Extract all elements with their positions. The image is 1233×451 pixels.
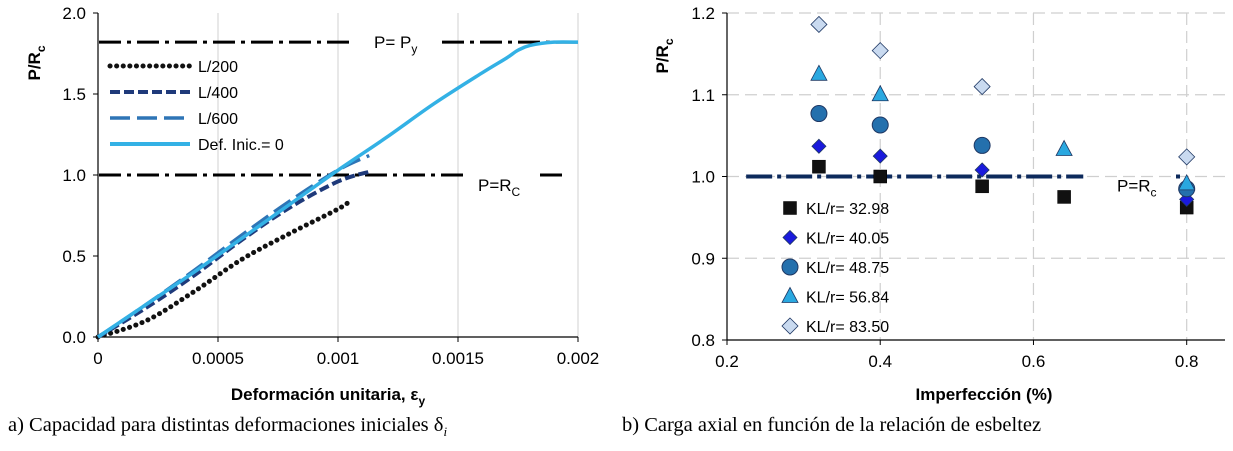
legend-label: L/600 (198, 111, 238, 128)
figure-canvas: 0 0.0005 0.001 0.0015 0.002 0.0 0.5 1.0 1.5 2.0 P=… (25, 4, 1225, 408)
y-axis-title: P/Rc (25, 45, 48, 80)
x-tick-label: 0.4 (868, 352, 892, 371)
data-point-square (975, 179, 989, 194)
x-tick-label: 0.2 (715, 352, 739, 371)
x-tick-label: 0.002 (557, 349, 600, 368)
x-axis-title: Imperfección (%) (916, 385, 1053, 404)
data-point-diamond (1178, 148, 1196, 166)
data-point-diamond (872, 148, 888, 164)
chart-a: 0 0.0005 0.001 0.0015 0.002 0.0 0.5 1.0 1.5 2.0 P=… (25, 4, 599, 408)
legend-marker (781, 286, 799, 303)
data-point-circle (871, 116, 889, 134)
legend-marker (781, 317, 799, 335)
legend-marker (783, 201, 797, 215)
legend-label: KL/r= 56.84 (806, 290, 889, 307)
series-line-l-200 (95, 198, 353, 340)
ref-label-py: P= Py (374, 33, 417, 56)
data-point-triangle (1178, 174, 1196, 191)
series-line-l-400 (96, 169, 370, 339)
y-tick-label: 2.0 (62, 4, 86, 23)
y-tick-label: 1.2 (691, 4, 715, 23)
ref-label-rc: P=Rc (1117, 177, 1157, 200)
y-tick-label: 1.1 (691, 86, 715, 105)
y-tick-label: 0.8 (691, 331, 715, 350)
legend-label: L/400 (198, 85, 238, 102)
data-point-square (1057, 190, 1071, 204)
y-tick-label: 0.5 (62, 247, 86, 266)
legend-label: KL/r= 40.05 (806, 231, 889, 248)
data-point-circle (810, 105, 828, 123)
data-point-square (873, 169, 887, 184)
x-tick-label: 0.6 (1022, 352, 1046, 371)
y-tick-label: 0.9 (691, 249, 715, 268)
x-tick-label: 0 (93, 349, 102, 368)
series-line-def-inic-0 (97, 40, 579, 339)
ref-label-rc: P=RC (478, 176, 521, 199)
data-point-diamond (974, 162, 990, 178)
legend-marker (782, 229, 798, 246)
legend-label: KL/r= 83.50 (806, 319, 889, 336)
legend-label: KL/r= 32.98 (806, 201, 889, 218)
data-point-diamond (811, 138, 827, 154)
data-point-square (812, 159, 826, 174)
x-tick-label: 0.0015 (432, 349, 484, 368)
data-point-circle (973, 136, 991, 154)
data-point-diamond (973, 78, 991, 96)
x-tick-label: 0.8 (1175, 352, 1199, 371)
data-point-diamond (871, 42, 889, 60)
legend-marker (781, 258, 799, 276)
y-axis-title: P/Rc (653, 38, 676, 73)
legend-label: L/200 (198, 59, 238, 76)
data-point-triangle (810, 64, 828, 81)
x-axis-title: Deformación unitaria, εy (231, 385, 426, 408)
data-point-triangle (871, 84, 889, 102)
x-tick-label: 0.001 (317, 349, 360, 368)
data-point-diamond (810, 15, 828, 34)
legend-label: Def. Inic.= 0 (198, 137, 284, 154)
y-tick-label: 0.0 (62, 328, 86, 347)
caption-a: a) Capacidad para distintas deformacione… (8, 414, 448, 440)
y-tick-label: 1.0 (62, 166, 86, 185)
y-tick-label: 1.0 (691, 168, 715, 187)
chart-b: 0.2 0.4 0.6 0.8 0.8 0.9 1.0 1.1 1.2 P=Rc KL/r= 32.… (653, 4, 1225, 404)
x-tick-label: 0.0005 (192, 349, 244, 368)
y-tick-label: 1.5 (62, 85, 86, 104)
caption-b: b) Carga axial en función de la relación… (622, 414, 1042, 436)
legend-label: KL/r= 48.75 (806, 260, 889, 277)
data-point-triangle (1055, 139, 1073, 156)
